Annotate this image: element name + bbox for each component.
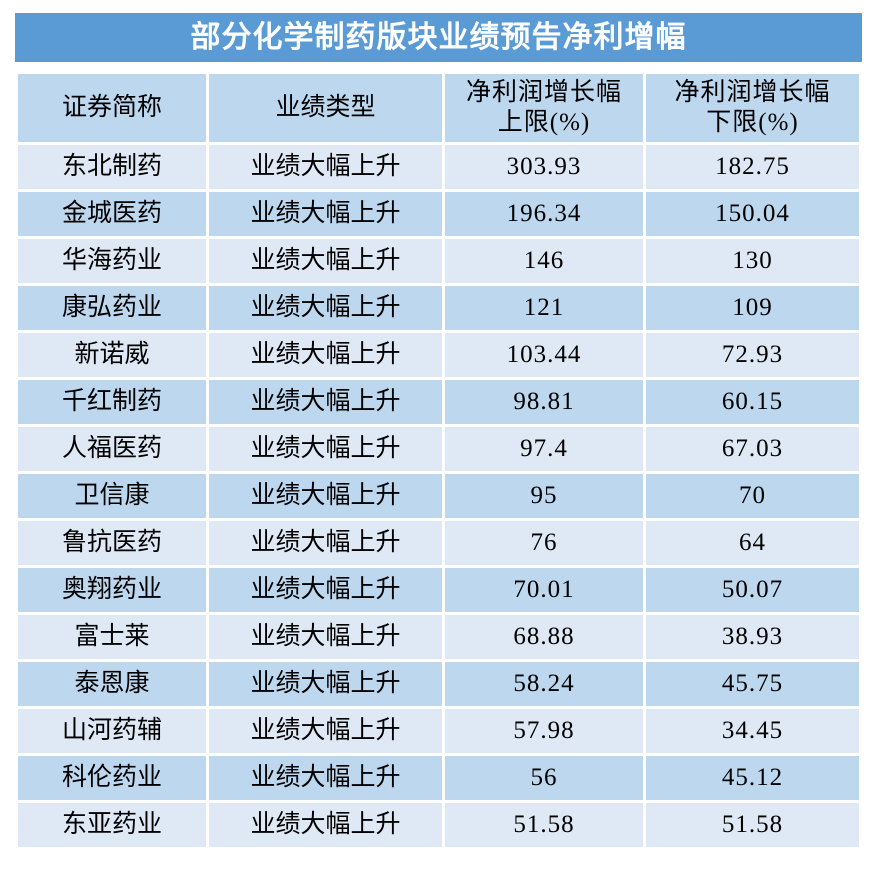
table-row: 千红制药 业绩大幅上升 98.81 60.15	[18, 380, 859, 424]
table-row: 金城医药 业绩大幅上升 196.34 150.04	[18, 192, 859, 236]
cell-lower: 45.12	[646, 756, 859, 800]
cell-type: 业绩大幅上升	[209, 145, 442, 189]
cell-lower: 130	[646, 239, 859, 283]
cell-type: 业绩大幅上升	[209, 709, 442, 753]
column-header-upper-limit: 净利润增长幅 上限(%)	[445, 74, 643, 142]
cell-upper: 303.93	[445, 145, 643, 189]
cell-lower: 60.15	[646, 380, 859, 424]
cell-name: 东亚药业	[18, 803, 206, 847]
cell-upper: 57.98	[445, 709, 643, 753]
cell-lower: 34.45	[646, 709, 859, 753]
table-row: 奥翔药业 业绩大幅上升 70.01 50.07	[18, 568, 859, 612]
column-header-lower-line2: 下限(%)	[706, 109, 799, 136]
cell-name: 东北制药	[18, 145, 206, 189]
cell-name: 山河药辅	[18, 709, 206, 753]
column-header-lower-line1: 净利润增长幅	[674, 78, 831, 106]
cell-name: 鲁抗医药	[18, 521, 206, 565]
cell-type: 业绩大幅上升	[209, 333, 442, 377]
cell-lower: 45.75	[646, 662, 859, 706]
cell-upper: 196.34	[445, 192, 643, 236]
cell-type: 业绩大幅上升	[209, 662, 442, 706]
cell-type: 业绩大幅上升	[209, 192, 442, 236]
cell-type: 业绩大幅上升	[209, 474, 442, 518]
cell-upper: 97.4	[445, 427, 643, 471]
cell-lower: 64	[646, 521, 859, 565]
cell-type: 业绩大幅上升	[209, 803, 442, 847]
cell-name: 富士莱	[18, 615, 206, 659]
table-row: 东亚药业 业绩大幅上升 51.58 51.58	[18, 803, 859, 847]
header-row: 证券简称 业绩类型 净利润增长幅 上限(%) 净利润增长幅 下限(%)	[18, 74, 859, 142]
earnings-forecast-table: 证券简称 业绩类型 净利润增长幅 上限(%) 净利润增长幅 下限(%) 东北制药…	[15, 71, 862, 850]
table-row: 新诺威 业绩大幅上升 103.44 72.93	[18, 333, 859, 377]
cell-upper: 103.44	[445, 333, 643, 377]
column-header-type-line1: 业绩类型	[275, 93, 376, 121]
table-title-bar: 部分化学制药版块业绩预告净利增幅	[15, 13, 862, 62]
cell-upper: 146	[445, 239, 643, 283]
table-header: 证券简称 业绩类型 净利润增长幅 上限(%) 净利润增长幅 下限(%)	[18, 74, 859, 142]
cell-name: 卫信康	[18, 474, 206, 518]
cell-name: 康弘药业	[18, 286, 206, 330]
cell-type: 业绩大幅上升	[209, 756, 442, 800]
cell-upper: 68.88	[445, 615, 643, 659]
table-row: 华海药业 业绩大幅上升 146 130	[18, 239, 859, 283]
column-header-lower-limit: 净利润增长幅 下限(%)	[646, 74, 859, 142]
cell-name: 金城医药	[18, 192, 206, 236]
table-row: 泰恩康 业绩大幅上升 58.24 45.75	[18, 662, 859, 706]
cell-lower: 72.93	[646, 333, 859, 377]
column-header-name-line1: 证券简称	[61, 93, 162, 121]
cell-upper: 76	[445, 521, 643, 565]
table-row: 科伦药业 业绩大幅上升 56 45.12	[18, 756, 859, 800]
cell-lower: 109	[646, 286, 859, 330]
cell-upper: 51.58	[445, 803, 643, 847]
cell-name: 华海药业	[18, 239, 206, 283]
cell-upper: 56	[445, 756, 643, 800]
cell-name: 奥翔药业	[18, 568, 206, 612]
cell-upper: 58.24	[445, 662, 643, 706]
cell-type: 业绩大幅上升	[209, 286, 442, 330]
page-title: 部分化学制药版块业绩预告净利增幅	[190, 20, 687, 54]
cell-lower: 70	[646, 474, 859, 518]
cell-name: 千红制药	[18, 380, 206, 424]
cell-upper: 121	[445, 286, 643, 330]
cell-type: 业绩大幅上升	[209, 427, 442, 471]
table-row: 鲁抗医药 业绩大幅上升 76 64	[18, 521, 859, 565]
cell-upper: 98.81	[445, 380, 643, 424]
cell-lower: 50.07	[646, 568, 859, 612]
table-body: 东北制药 业绩大幅上升 303.93 182.75 金城医药 业绩大幅上升 196.34 15…	[18, 145, 859, 847]
cell-name: 新诺威	[18, 333, 206, 377]
cell-lower: 51.58	[646, 803, 859, 847]
cell-type: 业绩大幅上升	[209, 380, 442, 424]
table-row: 富士莱 业绩大幅上升 68.88 38.93	[18, 615, 859, 659]
cell-upper: 95	[445, 474, 643, 518]
cell-name: 泰恩康	[18, 662, 206, 706]
cell-name: 人福医药	[18, 427, 206, 471]
column-header-upper-line1: 净利润增长幅	[465, 78, 622, 106]
cell-lower: 182.75	[646, 145, 859, 189]
cell-type: 业绩大幅上升	[209, 239, 442, 283]
cell-lower: 150.04	[646, 192, 859, 236]
cell-type: 业绩大幅上升	[209, 568, 442, 612]
cell-upper: 70.01	[445, 568, 643, 612]
column-header-type: 业绩类型	[209, 74, 442, 142]
column-header-upper-line2: 上限(%)	[497, 109, 591, 136]
cell-type: 业绩大幅上升	[209, 521, 442, 565]
cell-lower: 67.03	[646, 427, 859, 471]
column-header-name: 证券简称	[18, 74, 206, 142]
table-row: 东北制药 业绩大幅上升 303.93 182.75	[18, 145, 859, 189]
table-row: 人福医药 业绩大幅上升 97.4 67.03	[18, 427, 859, 471]
table-row: 山河药辅 业绩大幅上升 57.98 34.45	[18, 709, 859, 753]
table-row: 卫信康 业绩大幅上升 95 70	[18, 474, 859, 518]
cell-name: 科伦药业	[18, 756, 206, 800]
cell-lower: 38.93	[646, 615, 859, 659]
cell-type: 业绩大幅上升	[209, 615, 442, 659]
table-row: 康弘药业 业绩大幅上升 121 109	[18, 286, 859, 330]
